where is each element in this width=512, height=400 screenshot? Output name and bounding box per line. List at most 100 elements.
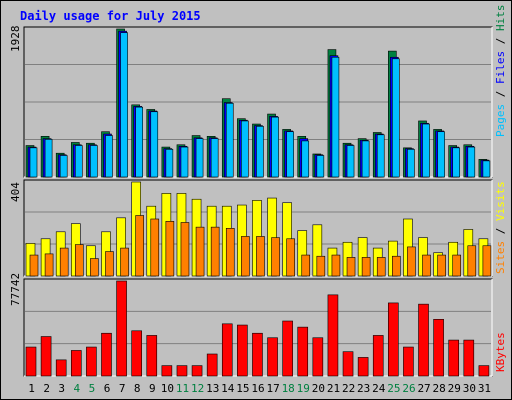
kbytes-bar	[312, 337, 324, 377]
sites-bar	[437, 254, 446, 277]
kbytes-bar	[342, 351, 354, 377]
sites-bar	[301, 254, 311, 277]
sites-bar	[135, 215, 144, 277]
kbytes-bar	[267, 337, 278, 377]
legend-files: Files	[494, 51, 507, 84]
pages-bar	[361, 140, 370, 178]
kbytes-bar	[282, 320, 293, 377]
pages-bar	[74, 145, 83, 178]
kbytes-bar	[372, 335, 384, 377]
pages-bar	[407, 149, 415, 178]
day-label: 12	[191, 382, 204, 395]
kbytes-bar	[55, 359, 67, 377]
sites-bar	[256, 236, 265, 277]
kbytes-bar	[206, 353, 218, 377]
pages-bar	[120, 32, 128, 178]
pages-bar	[225, 103, 234, 178]
kbytes-bar	[116, 280, 127, 377]
day-label: 26	[402, 382, 415, 395]
sites-bar	[452, 254, 462, 277]
day-label: 6	[104, 382, 111, 395]
pages-bar	[180, 146, 189, 178]
kbytes-bar	[403, 346, 414, 377]
kbytes-bar	[25, 346, 37, 377]
kbytes-bar	[297, 326, 309, 377]
sites-bar	[346, 257, 356, 277]
kbytes-bar	[418, 303, 429, 377]
pages-bar	[376, 134, 385, 178]
day-label: 27	[417, 382, 430, 395]
pages-bar	[150, 111, 159, 178]
kbytes-panel	[23, 278, 493, 377]
sites-bar	[120, 247, 129, 277]
pages-bar	[29, 147, 38, 178]
bot-ymax-label: 77742	[9, 273, 22, 306]
day-label: 3	[58, 382, 65, 395]
kbytes-bar	[237, 324, 248, 377]
pages-bar	[286, 131, 294, 178]
hits-files-pages-panel	[23, 26, 493, 178]
day-label: 15	[236, 382, 249, 395]
mid-ymax-label: 404	[9, 182, 22, 202]
day-label: 31	[478, 382, 491, 395]
sites-bar	[482, 245, 492, 277]
pages-bar	[452, 147, 461, 178]
pages-bar	[482, 160, 491, 178]
kbytes-bar	[70, 350, 82, 377]
kbytes-bar	[221, 323, 233, 377]
sites-bar	[59, 247, 69, 277]
day-label: 23	[357, 382, 370, 395]
day-label: 8	[134, 382, 141, 395]
sites-bar	[422, 254, 431, 277]
kbytes-bar	[191, 365, 203, 377]
kbytes-bar	[252, 332, 263, 377]
kbytes-bar	[40, 336, 52, 377]
sites-bar	[331, 254, 341, 277]
pages-bar	[165, 149, 174, 178]
sites-bar	[271, 237, 280, 277]
kbytes-bar	[388, 302, 399, 377]
sites-bar	[165, 221, 175, 277]
day-label: 25	[387, 382, 400, 395]
sites-bar	[180, 222, 190, 277]
pages-bar	[210, 138, 219, 178]
kbytes-bar	[131, 330, 142, 377]
pages-bar	[331, 56, 340, 178]
day-label: 30	[463, 382, 476, 395]
pages-bar	[437, 131, 445, 178]
sites-bar	[74, 244, 84, 277]
day-label: 20	[312, 382, 325, 395]
pages-bar	[467, 146, 476, 178]
day-label: 29	[448, 382, 461, 395]
kbytes-bar	[463, 339, 475, 377]
pages-bar	[256, 126, 264, 178]
legend-hits: Hits	[494, 5, 507, 32]
pages-bar	[271, 116, 279, 178]
sites-bar	[361, 257, 371, 277]
kbytes-bar	[146, 335, 158, 377]
kbytes-bar	[161, 365, 173, 377]
pages-bar	[392, 58, 400, 178]
sites-bar	[29, 254, 39, 277]
day-label: 21	[327, 382, 340, 395]
sites-bar	[44, 253, 54, 277]
legend-visits: Visits	[494, 181, 507, 221]
pages-bar	[301, 140, 310, 178]
kbytes-bar	[327, 294, 339, 377]
legend-sites: Sites	[494, 241, 507, 274]
day-label: 14	[221, 382, 235, 395]
day-label: 13	[206, 382, 219, 395]
day-label: 7	[119, 382, 126, 395]
day-label: 18	[282, 382, 295, 395]
legend-bot: KBytes	[494, 332, 507, 372]
day-label: 16	[251, 382, 264, 395]
chart-title: Daily usage for July 2015	[20, 9, 201, 23]
day-label: 22	[342, 382, 355, 395]
pages-bar	[241, 120, 249, 178]
kbytes-bar	[448, 339, 460, 377]
kbytes-bar	[101, 332, 112, 377]
sites-bar	[210, 226, 220, 277]
pages-bar	[59, 155, 68, 178]
kbytes-bar	[357, 357, 369, 377]
